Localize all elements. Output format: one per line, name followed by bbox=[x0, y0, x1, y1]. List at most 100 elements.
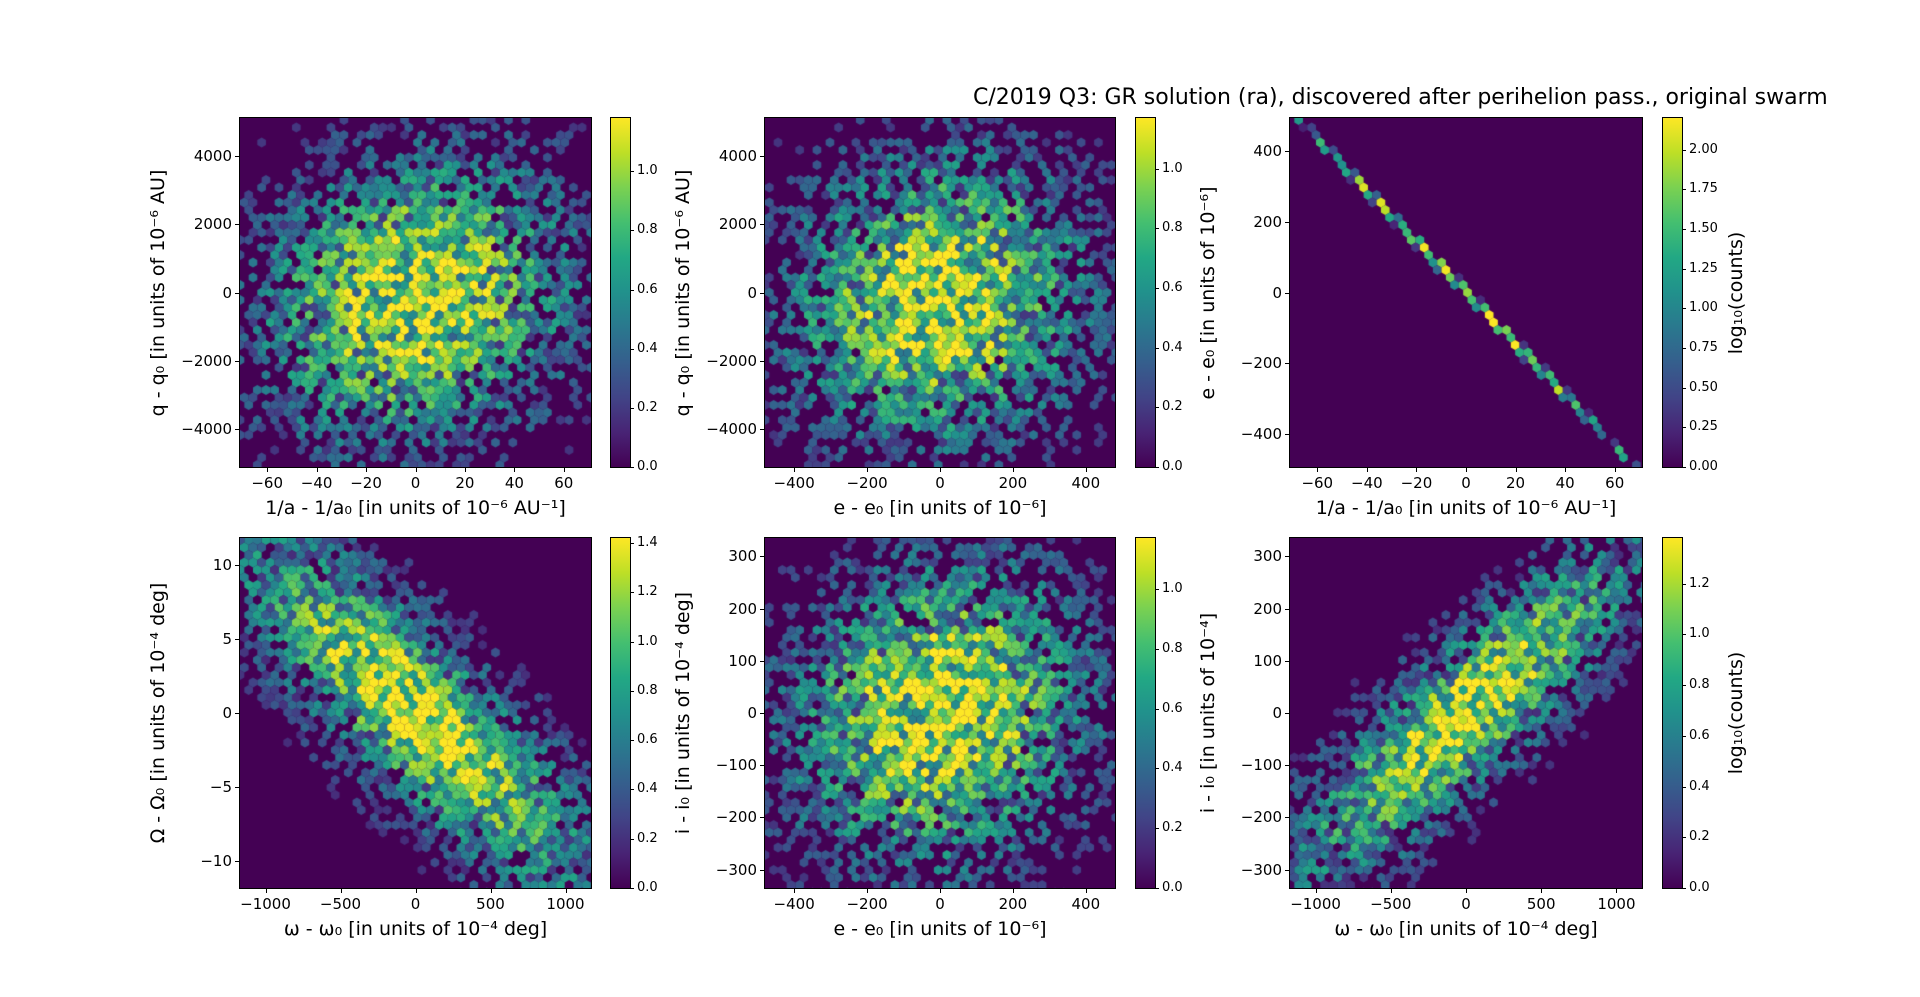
colorbar-tick-label: 0.4 bbox=[1689, 778, 1710, 794]
colorbar-tick-mark bbox=[1682, 888, 1686, 889]
y-tick-label: 0 bbox=[747, 704, 757, 722]
y-tick-mark bbox=[760, 224, 764, 226]
colorbar-tick-mark bbox=[1682, 427, 1686, 429]
x-tick-mark bbox=[265, 889, 267, 893]
x-tick-label: −60 bbox=[1301, 474, 1334, 492]
x-tick-label: −20 bbox=[350, 474, 382, 492]
y-tick-mark bbox=[235, 638, 239, 640]
x-tick-mark bbox=[415, 468, 417, 472]
colorbar-tick-mark bbox=[1155, 407, 1159, 409]
y-tick-label: −2000 bbox=[706, 351, 757, 370]
y-tick-mark bbox=[235, 564, 239, 566]
x-tick-mark bbox=[1012, 468, 1014, 472]
colorbar-tick-mark bbox=[1682, 583, 1686, 585]
x-tick-mark bbox=[1012, 889, 1014, 893]
colorbar-tick-mark bbox=[630, 407, 634, 409]
colorbar-tick-mark bbox=[1682, 308, 1686, 310]
colorbar-tick-mark bbox=[1682, 467, 1686, 468]
x-tick-mark bbox=[1416, 468, 1418, 472]
y-tick-label: 4000 bbox=[718, 146, 757, 165]
y-tick-mark bbox=[235, 360, 239, 362]
y-tick-label: 4000 bbox=[193, 146, 232, 165]
colorbar-tick-mark bbox=[1682, 268, 1686, 270]
colorbar-tick-label: 0.2 bbox=[637, 830, 658, 846]
x-tick-mark bbox=[514, 468, 516, 472]
hexbin-canvas-bottom-middle bbox=[764, 537, 1116, 889]
colorbar-tick-mark bbox=[630, 888, 634, 889]
x-tick-label: 200 bbox=[998, 474, 1028, 492]
x-tick-mark bbox=[1085, 468, 1087, 472]
hexbin-canvas-bottom-left bbox=[239, 537, 592, 889]
colorbar-tick-label: 0.6 bbox=[1689, 727, 1710, 743]
colorbar-tick-label: 0.0 bbox=[1162, 459, 1183, 474]
colorbar-tick-label: 0.4 bbox=[1162, 760, 1183, 776]
y-tick-mark bbox=[760, 360, 764, 362]
hexbin-canvas-top-middle bbox=[764, 117, 1116, 468]
y-tick-label: 300 bbox=[728, 547, 757, 566]
x-tick-mark bbox=[490, 889, 492, 893]
colorbar-tick-mark bbox=[1155, 168, 1159, 170]
y-tick-mark bbox=[1285, 221, 1289, 223]
colorbar-tick-mark bbox=[1155, 588, 1159, 590]
x-tick-label: 1000 bbox=[546, 895, 585, 913]
y-tick-mark bbox=[760, 765, 764, 767]
colorbar-tick-mark bbox=[1682, 735, 1686, 737]
colorbar-tick-mark bbox=[1682, 685, 1686, 687]
x-tick-mark bbox=[565, 889, 567, 893]
y-tick-label: 2000 bbox=[718, 215, 757, 234]
x-tick-label: 40 bbox=[1555, 474, 1575, 492]
y-tick-label: −200 bbox=[715, 808, 757, 827]
colorbar-tick-mark bbox=[1682, 387, 1686, 389]
x-tick-label: −60 bbox=[251, 474, 284, 492]
x-axis-label: ω - ω₀ [in units of 10⁻⁴ deg] bbox=[283, 918, 548, 940]
colorbar-top-middle bbox=[1135, 117, 1156, 468]
x-axis-label: e - e₀ [in units of 10⁻⁶] bbox=[833, 918, 1047, 940]
x-tick-label: 0 bbox=[410, 895, 421, 913]
x-tick-mark bbox=[1366, 468, 1368, 472]
y-tick-mark bbox=[1285, 660, 1289, 662]
colorbar-tick-mark bbox=[1155, 288, 1159, 290]
colorbar-tick-mark bbox=[1155, 648, 1159, 650]
y-tick-mark bbox=[1285, 363, 1289, 364]
x-tick-label: 60 bbox=[1605, 474, 1625, 492]
x-tick-label: −200 bbox=[846, 895, 888, 913]
x-tick-label: 200 bbox=[998, 895, 1028, 913]
hexbin-canvas-bottom-right bbox=[1289, 537, 1643, 889]
colorbar-top-right bbox=[1662, 117, 1683, 468]
colorbar-tick-mark bbox=[630, 230, 634, 232]
y-tick-mark bbox=[1285, 713, 1289, 714]
colorbar-tick-mark bbox=[630, 789, 634, 791]
x-tick-label: 60 bbox=[554, 474, 574, 492]
x-tick-mark bbox=[464, 468, 466, 472]
colorbar-tick-label: 0.4 bbox=[637, 340, 658, 356]
colorbar-tick-mark bbox=[1682, 634, 1686, 636]
y-tick-mark bbox=[760, 292, 764, 294]
colorbar-tick-mark bbox=[1155, 828, 1159, 830]
colorbar-bottom-left bbox=[610, 537, 631, 889]
colorbar-tick-label: 0.8 bbox=[1162, 220, 1183, 236]
y-tick-label: 0 bbox=[747, 283, 757, 302]
y-tick-mark bbox=[235, 224, 239, 226]
colorbar-tick-label: 1.0 bbox=[637, 633, 658, 649]
x-tick-mark bbox=[1541, 889, 1543, 893]
colorbar-tick-mark bbox=[1155, 228, 1159, 230]
colorbar-tick-label: 1.25 bbox=[1689, 260, 1718, 276]
colorbar-tick-mark bbox=[1682, 348, 1686, 350]
y-tick-mark bbox=[1285, 608, 1289, 610]
x-tick-label: 500 bbox=[476, 895, 505, 913]
x-axis-label: 1/a - 1/a₀ [in units of 10⁻⁶ AU⁻¹] bbox=[1315, 497, 1617, 519]
y-tick-mark bbox=[235, 713, 239, 714]
x-tick-label: −200 bbox=[846, 474, 888, 492]
y-tick-label: 0 bbox=[1272, 704, 1282, 722]
colorbar-tick-mark bbox=[1682, 786, 1686, 788]
hexbin-canvas-top-left bbox=[239, 117, 592, 468]
x-tick-label: −1000 bbox=[240, 895, 291, 913]
y-tick-label: −400 bbox=[1240, 424, 1282, 443]
colorbar-tick-label: 0.0 bbox=[1162, 880, 1183, 895]
